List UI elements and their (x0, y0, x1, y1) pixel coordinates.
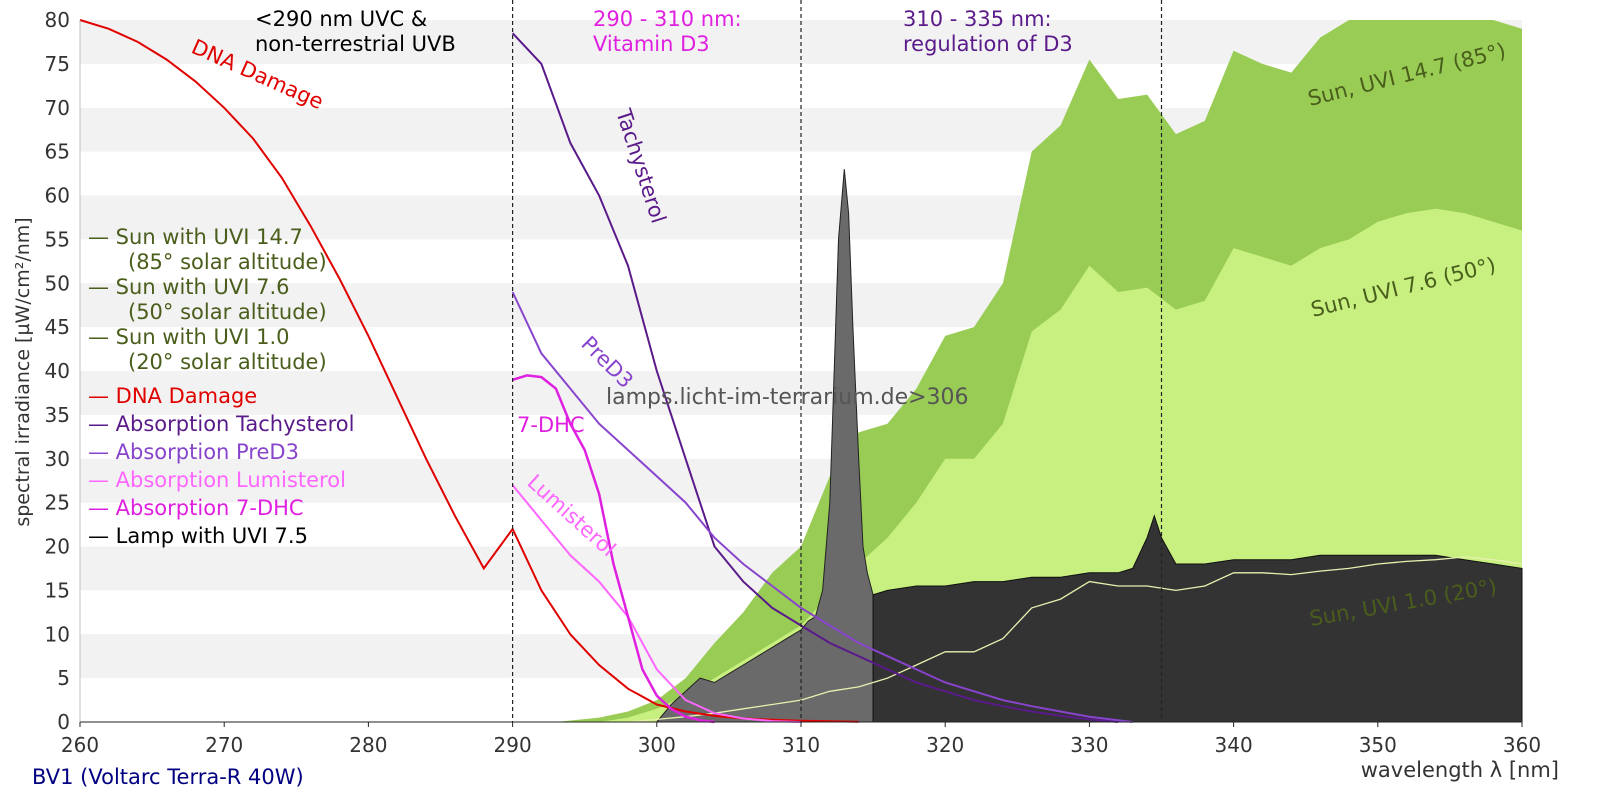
legend-entry-sun-7-6: — Sun with UVI 7.6 (88, 275, 290, 299)
y-tick-label: 35 (45, 403, 70, 427)
x-tick-label: 300 (638, 733, 676, 757)
y-tick-label: 50 (45, 271, 70, 295)
y-tick-label: 5 (57, 666, 70, 690)
y-tick-label: 25 (45, 491, 70, 515)
dhc-line (512, 374, 715, 724)
x-tick-label: 340 (1215, 733, 1253, 757)
y-tick-label: 10 (45, 622, 70, 646)
watermark: lamps.licht-im-terrarium.de>306 (606, 385, 969, 410)
x-axis-ticks: 260 270 280 290 300 310 320 330 340 350 360 (61, 722, 1541, 757)
y-tick-label: 30 (45, 447, 70, 471)
y-tick-label: 70 (45, 96, 70, 120)
region-label-regulation: 310 - 335 nm: regulation of D3 (903, 7, 1073, 56)
x-tick-label: 310 (782, 733, 820, 757)
y-tick-label: 65 (45, 140, 70, 164)
legend-entry-sun-7-6-sub: (50° solar altitude) (128, 300, 327, 324)
y-tick-label: 20 (45, 535, 70, 559)
area-series (555, 20, 1523, 723)
svg-text:290 - 310 nm:: 290 - 310 nm: (593, 7, 742, 31)
region-label-uvc: <290 nm UVC & non-terrestrial UVB (255, 7, 456, 56)
y-tick-label: 60 (45, 184, 70, 208)
x-tick-label: 350 (1359, 733, 1397, 757)
legend-entry-sun-1-0-sub: (20° solar altitude) (128, 350, 327, 374)
legend-entry-7dhc: — Absorption 7-DHC (88, 496, 304, 520)
lumisterol-line (511, 484, 802, 723)
y-tick-label: 55 (45, 227, 70, 251)
legend-entry-dna: — DNA Damage (88, 384, 257, 408)
lamp-area-uvb (655, 169, 874, 723)
y-tick-label: 15 (45, 578, 70, 602)
region-label-vitamin-d3: 290 - 310 nm: Vitamin D3 (593, 7, 742, 56)
sun-uvi-1-0-line (627, 556, 1523, 723)
x-tick-label: 360 (1503, 733, 1541, 757)
svg-text:Vitamin D3: Vitamin D3 (593, 32, 710, 56)
y-axis-label: spectral irradiance [µW/cm²/nm] (12, 217, 34, 526)
x-tick-label: 330 (1070, 733, 1108, 757)
dna-damage-line (79, 19, 859, 723)
pred3-line (511, 291, 1133, 723)
svg-text:<290 nm UVC &: <290 nm UVC & (255, 7, 427, 31)
dhc-curve-label: 7-DHC (517, 413, 585, 437)
legend-entry-sun-14-7: — Sun with UVI 14.7 (88, 225, 303, 249)
x-tick-label: 290 (494, 733, 532, 757)
line-series (79, 19, 1523, 724)
x-axis-label: wavelength λ [nm] (1361, 758, 1559, 782)
tachysterol-line (511, 32, 1119, 723)
y-tick-label: 0 (57, 710, 70, 734)
y-tick-label: 75 (45, 52, 70, 76)
lamp-name: BV1 (Voltarc Terra-R 40W) (32, 765, 304, 789)
y-tick-label: 45 (45, 315, 70, 339)
legend-entry-pred3: — Absorption PreD3 (88, 440, 299, 464)
region-dividers (511, 0, 1163, 722)
y-tick-label: 80 (45, 8, 70, 32)
svg-text:non-terrestrial UVB: non-terrestrial UVB (255, 32, 456, 56)
legend-entry-sun-1-0: — Sun with UVI 1.0 (88, 325, 290, 349)
x-tick-label: 270 (205, 733, 243, 757)
legend-entry-lumisterol: — Absorption Lumisterol (88, 468, 346, 492)
svg-text:regulation of D3: regulation of D3 (903, 32, 1073, 56)
y-tick-label: 40 (45, 359, 70, 383)
x-tick-label: 280 (349, 733, 387, 757)
legend-entry-lamp: — Lamp with UVI 7.5 (88, 524, 308, 548)
x-tick-label: 320 (926, 733, 964, 757)
y-axis-ticks: 0 5 10 15 20 25 30 35 40 45 50 55 60 65 70 75 80 (45, 8, 70, 734)
x-tick-label: 260 (61, 733, 99, 757)
legend-entry-tachysterol: — Absorption Tachysterol (88, 412, 354, 436)
legend: — Sun with UVI 14.7 (85° solar altitude)… (88, 225, 354, 548)
svg-text:310 - 335 nm:: 310 - 335 nm: (903, 7, 1052, 31)
legend-entry-sun-14-7-sub: (85° solar altitude) (128, 250, 327, 274)
